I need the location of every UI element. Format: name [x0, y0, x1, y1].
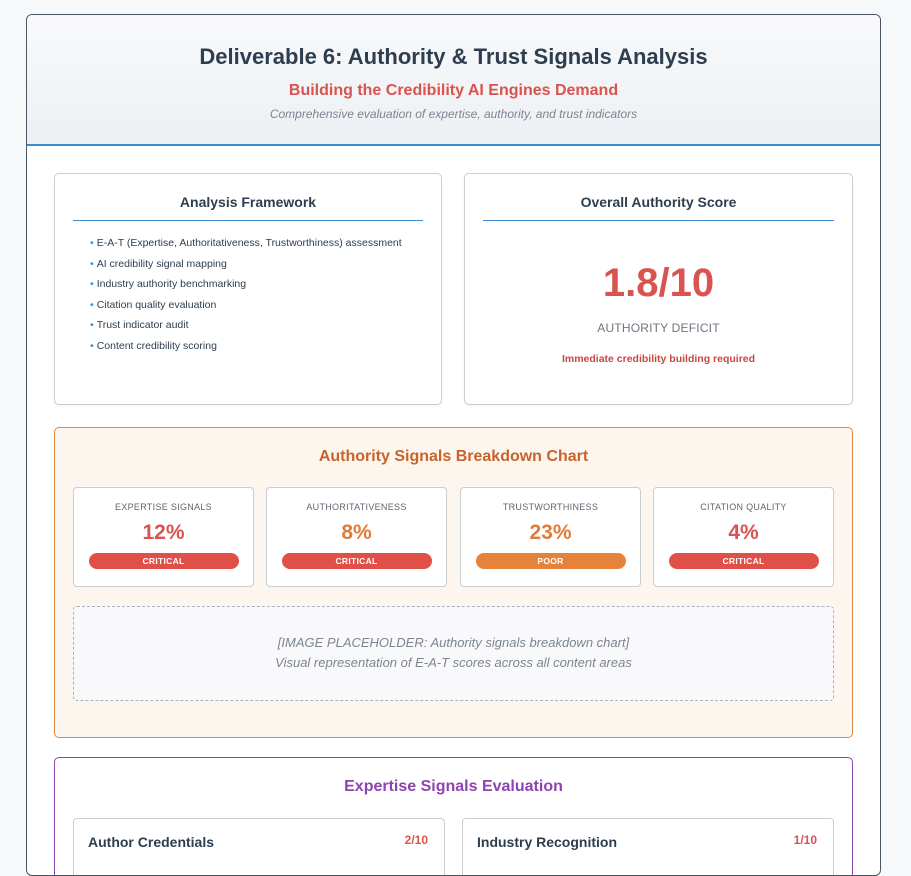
report-header: Deliverable 6: Authority & Trust Signals…	[27, 15, 880, 146]
sub-card-score: 2/10	[404, 833, 428, 847]
breakdown-title: Authority Signals Breakdown Chart	[318, 448, 589, 465]
metric-label: EXPERTISE SIGNALS	[115, 502, 212, 512]
sub-card-score: 1/10	[793, 833, 817, 847]
list-item: • Trust indicator audit	[90, 319, 189, 331]
page-title: Deliverable 6: Authority & Trust Signals…	[199, 44, 708, 69]
report-container: Deliverable 6: Authority & Trust Signals…	[26, 14, 881, 876]
image-placeholder: [IMAGE PLACEHOLDER: Authority signals br…	[73, 606, 834, 701]
list-item: • Citation quality evaluation	[90, 298, 217, 311]
metric-label: CITATION QUALITY	[700, 502, 787, 512]
analysis-framework-title: Analysis Framework	[73, 194, 423, 221]
overall-score-card: Overall Authority Score 1.8/10 AUTHORITY…	[464, 173, 853, 405]
list-item: • Industry authority benchmarking	[90, 278, 247, 290]
metric-value: 23%	[529, 521, 572, 544]
overall-score-value: 1.8/10	[602, 261, 715, 305]
bullet-icon: •	[90, 278, 94, 290]
placeholder-line-2: Visual representation of E-A-T scores ac…	[275, 655, 632, 670]
metric-value: 4%	[728, 521, 759, 544]
list-item: • Content credibility scoring	[90, 339, 217, 352]
expertise-evaluation-section: Expertise Signals Evaluation Author Cred…	[54, 757, 853, 875]
analysis-framework-card: Analysis Framework • E-A-T (Expertise, Au…	[54, 173, 442, 405]
overall-score-label: AUTHORITY DEFICIT	[597, 321, 720, 335]
status-badge: POOR	[475, 553, 626, 569]
sub-card-title: Industry Recognition	[477, 834, 617, 850]
metric-expertise-signals: EXPERTISE SIGNALS 12% CRITICAL	[73, 487, 254, 587]
placeholder-line-1: [IMAGE PLACEHOLDER: Authority signals br…	[277, 635, 630, 650]
overall-score-note: Immediate credibility building required	[561, 353, 756, 365]
metric-trustworthiness: TRUSTWORTHINESS 23% POOR	[460, 487, 641, 587]
industry-recognition-card: Industry Recognition 1/10	[462, 818, 834, 875]
overall-score-title: Overall Authority Score	[483, 194, 834, 221]
author-credentials-card: Author Credentials 2/10	[73, 818, 445, 875]
authority-breakdown-section: Authority Signals Breakdown Chart EXPERT…	[54, 427, 853, 738]
bullet-icon: •	[90, 237, 94, 249]
bullet-icon: •	[90, 298, 94, 311]
bullet-icon: •	[90, 257, 94, 270]
metric-value: 8%	[341, 521, 372, 544]
bullet-icon: •	[90, 319, 94, 331]
list-item: • E-A-T (Expertise, Authoritativeness, Tr…	[90, 237, 402, 249]
bullet-icon: •	[90, 339, 94, 352]
status-badge: CRITICAL	[281, 553, 432, 569]
list-item: • AI credibility signal mapping	[90, 257, 227, 270]
metric-label: TRUSTWORTHINESS	[502, 502, 599, 512]
sub-card-title: Author Credentials	[88, 834, 215, 850]
status-badge: CRITICAL	[668, 553, 819, 569]
framework-list: • E-A-T (Expertise, Authoritativeness, Tr…	[90, 236, 441, 353]
expertise-title: Expertise Signals Evaluation	[344, 778, 563, 795]
page-subtitle: Building the Credibility AI Engines Dema…	[288, 82, 619, 99]
metric-authoritativeness: AUTHORITATIVENESS 8% CRITICAL	[266, 487, 447, 587]
metric-label: AUTHORITATIVENESS	[306, 502, 407, 512]
page-tagline: Comprehensive evaluation of expertise, a…	[269, 107, 638, 121]
status-badge: CRITICAL	[88, 553, 239, 569]
metric-citation-quality: CITATION QUALITY 4% CRITICAL	[653, 487, 834, 587]
metric-value: 12%	[142, 521, 185, 544]
